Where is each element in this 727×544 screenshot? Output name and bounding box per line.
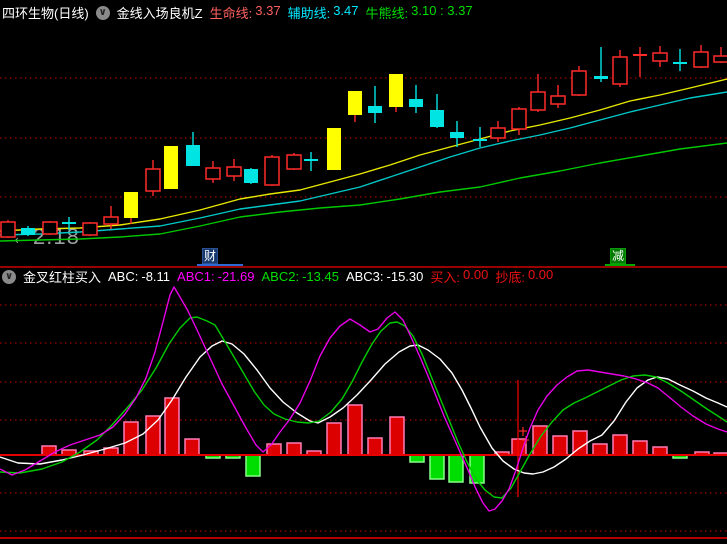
candle-body [244,169,258,183]
chevron-down-icon: ∨ [4,270,14,282]
bull-bear-line-value: 牛熊线: 3.10 : 3.37 [365,3,473,21]
abc3-white [0,340,727,475]
wealth-line-tag[interactable]: 财 [201,248,219,264]
histogram-bar-red [41,445,57,456]
abc1-value: ABC1: -21.69 [177,269,255,284]
histogram-bar-red [652,446,668,456]
candle-body-up [0,221,16,238]
candle-body [124,192,138,218]
abc1-magenta [0,286,727,512]
histogram-bar-red [123,421,139,456]
chevron-down-icon: ∨ [98,6,107,18]
bottom-fish-value: 抄底: 0.00 [495,267,554,285]
candle-body-up [145,168,161,192]
histogram-bar-red [145,415,161,456]
candle-body-up [103,216,119,225]
abc2-green [0,316,727,499]
candle-body-up [571,70,587,96]
candle-body-up [612,56,628,85]
histogram-bar-red [266,443,282,456]
candle-body [450,132,464,138]
reduce-line-segment [605,264,635,266]
histogram-bar-red [552,435,568,456]
histogram-bar-red [286,442,302,456]
candle-body [594,76,608,79]
histogram-bar-red [326,422,342,456]
candle-body-up [713,55,727,63]
candle-body-up [490,127,506,139]
candle-body-up [226,166,242,177]
buy-signal-value: 买入: 0.00 [430,267,489,285]
candle-body [409,99,423,107]
life-line-yellow [0,78,727,232]
histogram-bar-green [448,454,464,483]
assist-line-cyan [0,91,727,236]
candle-body [389,74,403,107]
histogram-bar-green [409,454,425,463]
candle-body-up [205,167,221,180]
candle-body-up [42,221,58,235]
histogram-bar-red [347,404,363,456]
abc3-value: ABC3: -15.30 [345,269,424,284]
reduce-line-tag[interactable]: 减 [609,248,627,264]
candle-body [186,145,200,166]
candle-body-up [264,156,280,186]
candle-body-up [286,154,302,170]
candle-body [348,91,362,115]
main-chart-header: 四环生物(日线) ∨ 金线入场良机Z 生命线: 3.37 辅助线: 3.47 牛熊线… [2,3,473,22]
candle-body [164,146,178,189]
histogram-bar-red [184,438,200,456]
life-line-value: 生命线: 3.37 [209,3,281,21]
histogram-bar-red [592,443,608,456]
histogram-bar-green [245,454,261,477]
histogram-bar-red [632,440,648,456]
abc2-value: ABC2: -13.45 [261,269,339,284]
candle-body [21,228,35,235]
candle-body-up [511,108,527,130]
sub-indicator-name[interactable]: 金叉红柱买入 [23,270,102,285]
candle-body-up [530,91,546,111]
wealth-line-segment [197,264,243,266]
histogram-bar-red [389,416,405,456]
histogram-bar-red [367,437,383,456]
candle-body-up [652,52,668,62]
candle-body-up [82,222,98,236]
assist-line-value: 辅助线: 3.47 [287,3,359,21]
candle-body [430,110,444,127]
stock-title: 四环生物(日线) [2,6,89,21]
sub-indicator-dropdown-icon[interactable]: ∨ [2,269,16,284]
histogram-bar-green [429,454,445,480]
histogram-bar-red [612,434,628,456]
indicator-dropdown-icon[interactable]: ∨ [95,5,110,20]
candle-body [368,106,382,113]
candle-body-up [693,51,709,68]
candle-body [327,128,341,170]
sub-chart-header: ∨ 金叉红柱买入 ABC: -8.11 ABC1: -21.69 ABC2: -13.… [2,267,553,286]
candle-body-up [550,95,566,105]
main-indicator-name[interactable]: 金线入场良机Z [116,6,203,21]
abc-value: ABC: -8.11 [108,269,171,284]
bull-bear-line-green [0,142,727,242]
